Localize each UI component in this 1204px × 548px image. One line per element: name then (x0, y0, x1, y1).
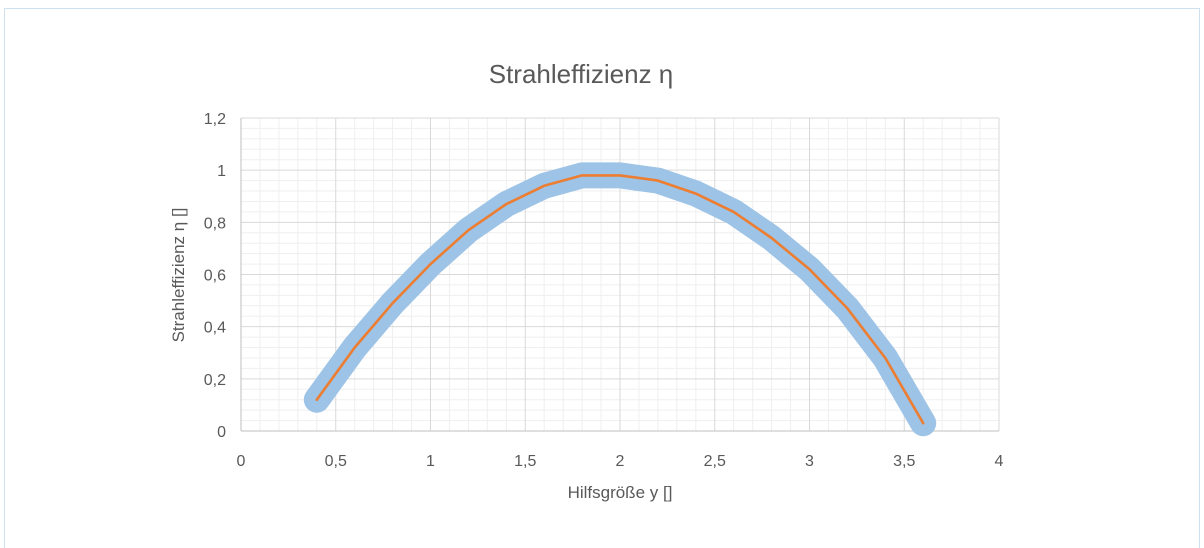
y-tick-label: 0 (217, 424, 226, 441)
axes (240, 118, 999, 432)
tick-labels: 0 0,5 1 1,5 2 2,5 3 3,5 4 0 0,2 0,4 0,6 0,8 1 1,2 (204, 111, 1004, 470)
x-tick-label: 0 (237, 453, 246, 470)
x-tick-label: 1,5 (514, 453, 536, 470)
x-tick-label: 4 (995, 453, 1004, 470)
y-tick-label: 0,8 (204, 215, 226, 232)
x-tick-label: 1 (426, 453, 435, 470)
chart-title: Strahleffizienz η (489, 59, 674, 89)
y-tick-label: 0,2 (204, 372, 226, 389)
x-tick-label: 3,5 (893, 453, 915, 470)
y-tick-label: 1,2 (204, 111, 226, 128)
x-axis-label: Hilfsgröße y [] (568, 483, 673, 502)
y-tick-label: 0,4 (204, 320, 226, 337)
x-tick-label: 3 (805, 453, 814, 470)
y-axis-label: Strahleffizienz η [] (169, 208, 188, 343)
x-tick-label: 2 (616, 453, 625, 470)
y-tick-label: 0,6 (204, 268, 226, 285)
series-group (303, 162, 937, 437)
series-line (315, 174, 925, 425)
x-tick-label: 2,5 (704, 453, 726, 470)
x-tick-label: 0,5 (325, 453, 347, 470)
chart-frame (4, 8, 1200, 548)
y-tick-label: 1 (217, 163, 226, 180)
